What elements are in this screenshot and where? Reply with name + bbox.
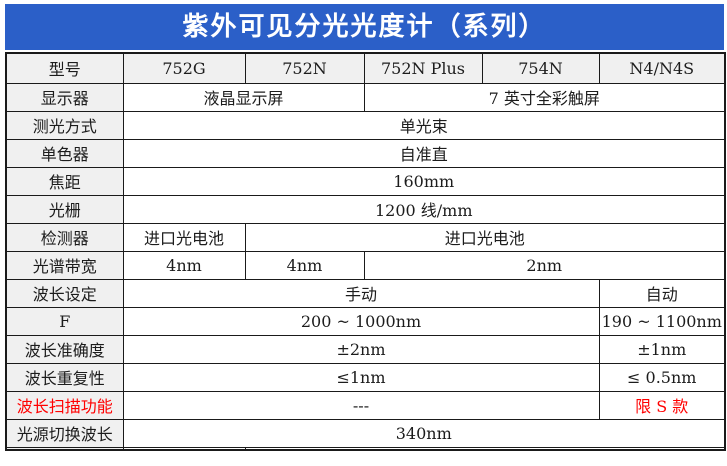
grating-value: 1200 线/mm xyxy=(122,194,726,224)
row-display: 显示器 液晶显示屏 7 英寸全彩触屏 xyxy=(5,82,726,112)
row-wavelength-repeatability: 波长重复性 ≤1nm ≤ 0.5nm xyxy=(5,362,726,392)
row-model: 型号 752G 752N 752N Plus 754N N4/N4S xyxy=(5,52,726,84)
bandwidth-752g-value: 4nm xyxy=(122,250,246,280)
display-right-value: 7 英寸全彩触屏 xyxy=(363,82,726,112)
accuracy-right-value: ±1nm xyxy=(598,334,726,364)
row-label: F xyxy=(5,306,124,336)
row-label: 光谱带宽 xyxy=(5,250,124,280)
row-label: 波长重复性 xyxy=(5,362,124,392)
detector-left-value: 进口光电池 xyxy=(122,222,246,252)
row-detector: 检测器 进口光电池 进口光电池 xyxy=(5,222,726,252)
row-wavelength-accuracy: 波长准确度 ±2nm ±1nm xyxy=(5,334,726,364)
model-cell-752g: 752G xyxy=(122,52,246,84)
setting-right-value: 自动 xyxy=(598,278,726,308)
row-label: 测光方式 xyxy=(5,110,124,140)
spec-table: 型号 752G 752N 752N Plus 754N N4/N4S 显示器 液… xyxy=(5,52,726,451)
setting-left-value: 手动 xyxy=(122,278,600,308)
page-title: 紫外可见分光光度计（系列） xyxy=(5,4,724,50)
partial-cell xyxy=(244,446,726,450)
model-cell-752n-plus: 752N Plus xyxy=(363,52,483,84)
row-label: 波长扫描功能 xyxy=(5,390,124,420)
row-label: 焦距 xyxy=(5,166,124,196)
row-grating: 光栅 1200 线/mm xyxy=(5,194,726,224)
focal-length-value: 160mm xyxy=(122,166,726,196)
source-switch-value: 340nm xyxy=(122,418,726,448)
row-label: 光栅 xyxy=(5,194,124,224)
model-cell-n4: N4/N4S xyxy=(598,52,726,84)
row-label: 单色器 xyxy=(5,138,124,168)
repeatability-left-value: ≤1nm xyxy=(122,362,600,392)
row-spectral-bandwidth: 光谱带宽 4nm 4nm 2nm xyxy=(5,250,726,280)
row-partial-clipped xyxy=(5,446,726,450)
row-wavelength-range: F 200 ~ 1000nm 190 ~ 1100nm xyxy=(5,306,726,336)
metering-value: 单光束 xyxy=(122,110,726,140)
row-label: 光源切换波长 xyxy=(5,418,124,448)
partial-cell xyxy=(5,446,124,450)
bandwidth-752n-value: 4nm xyxy=(244,250,365,280)
scan-right-value: 限 S 款 xyxy=(598,390,726,420)
bandwidth-rest-value: 2nm xyxy=(363,250,726,280)
detector-right-value: 进口光电池 xyxy=(244,222,726,252)
row-source-switch-wavelength: 光源切换波长 340nm xyxy=(5,418,726,448)
monochromator-value: 自准直 xyxy=(122,138,726,168)
row-label: 检测器 xyxy=(5,222,124,252)
row-focal-length: 焦距 160mm xyxy=(5,166,726,196)
model-cell-754n: 754N xyxy=(481,52,600,84)
row-metering-mode: 测光方式 单光束 xyxy=(5,110,726,140)
row-label: 型号 xyxy=(5,52,124,84)
partial-cell xyxy=(122,446,246,450)
row-wavelength-setting: 波长设定 手动 自动 xyxy=(5,278,726,308)
model-cell-752n: 752N xyxy=(244,52,365,84)
scan-left-value: --- xyxy=(122,390,600,420)
row-monochromator: 单色器 自准直 xyxy=(5,138,726,168)
range-right-value: 190 ~ 1100nm xyxy=(598,306,726,336)
row-label: 显示器 xyxy=(5,82,124,112)
range-left-value: 200 ~ 1000nm xyxy=(122,306,600,336)
row-label: 波长准确度 xyxy=(5,334,124,364)
accuracy-left-value: ±2nm xyxy=(122,334,600,364)
row-wavelength-scan: 波长扫描功能 --- 限 S 款 xyxy=(5,390,726,420)
row-label: 波长设定 xyxy=(5,278,124,308)
display-left-value: 液晶显示屏 xyxy=(122,82,365,112)
repeatability-right-value: ≤ 0.5nm xyxy=(598,362,726,392)
